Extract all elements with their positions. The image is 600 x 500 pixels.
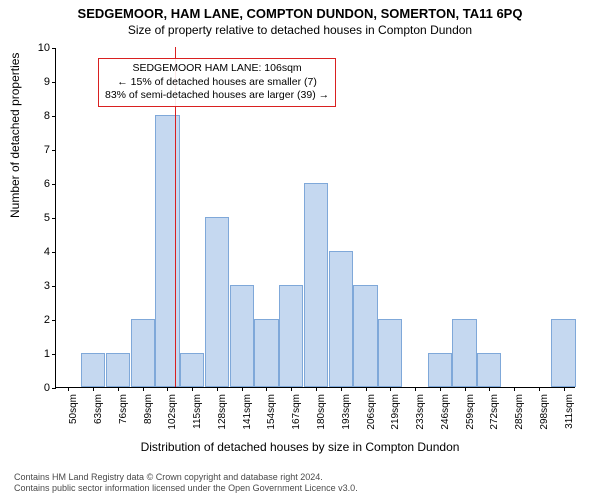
bar	[155, 115, 179, 387]
y-tick-label: 5	[26, 212, 50, 224]
chart-subtitle: Size of property relative to detached ho…	[0, 21, 600, 37]
y-tick-label: 6	[26, 178, 50, 190]
x-tick-label: 311sqm	[564, 394, 565, 429]
x-tick-label: 206sqm	[366, 394, 367, 430]
y-tick-mark	[52, 354, 56, 355]
y-tick-label: 9	[26, 76, 50, 88]
y-tick-mark	[52, 48, 56, 49]
y-tick-label: 0	[26, 382, 50, 394]
x-tick-mark	[93, 387, 94, 391]
x-tick-label: 246sqm	[440, 394, 441, 430]
x-tick-label: 180sqm	[316, 394, 317, 430]
bar	[452, 319, 476, 387]
x-tick-label: 76sqm	[118, 394, 119, 424]
chart-title: SEDGEMOOR, HAM LANE, COMPTON DUNDON, SOM…	[0, 0, 600, 21]
y-tick-mark	[52, 150, 56, 151]
x-tick-label: 285sqm	[514, 394, 515, 430]
x-tick-label: 50sqm	[68, 394, 69, 424]
annotation-box: SEDGEMOOR HAM LANE: 106sqm← 15% of detac…	[98, 58, 336, 107]
y-axis-label: Number of detached properties	[8, 53, 22, 218]
x-tick-label: 219sqm	[390, 394, 391, 430]
x-tick-label: 115sqm	[192, 394, 193, 429]
x-tick-label: 102sqm	[167, 394, 168, 430]
y-tick-mark	[52, 116, 56, 117]
footer-attribution: Contains HM Land Registry data © Crown c…	[14, 472, 358, 495]
x-tick-mark	[465, 387, 466, 391]
bar	[81, 353, 105, 387]
bar	[551, 319, 575, 387]
x-tick-mark	[514, 387, 515, 391]
y-tick-label: 10	[26, 42, 50, 54]
x-tick-mark	[143, 387, 144, 391]
x-tick-mark	[118, 387, 119, 391]
bar	[329, 251, 353, 387]
annotation-line2: ← 15% of detached houses are smaller (7)	[105, 76, 329, 90]
x-tick-label: 233sqm	[415, 394, 416, 430]
footer-line1: Contains HM Land Registry data © Crown c…	[14, 472, 358, 483]
x-tick-label: 272sqm	[489, 394, 490, 430]
bar	[106, 353, 130, 387]
x-tick-label: 193sqm	[341, 394, 342, 430]
bar	[304, 183, 328, 387]
x-tick-mark	[242, 387, 243, 391]
bar	[205, 217, 229, 387]
x-tick-mark	[217, 387, 218, 391]
y-tick-mark	[52, 388, 56, 389]
x-tick-label: 89sqm	[143, 394, 144, 424]
y-tick-mark	[52, 184, 56, 185]
chart-area: 01234567891050sqm63sqm76sqm89sqm102sqm11…	[55, 48, 575, 388]
bar	[230, 285, 254, 387]
x-tick-mark	[539, 387, 540, 391]
bar	[353, 285, 377, 387]
bar	[131, 319, 155, 387]
x-tick-mark	[291, 387, 292, 391]
x-tick-label: 154sqm	[266, 394, 267, 430]
x-tick-mark	[489, 387, 490, 391]
x-tick-mark	[192, 387, 193, 391]
plot-region: 01234567891050sqm63sqm76sqm89sqm102sqm11…	[55, 48, 575, 388]
y-tick-mark	[52, 320, 56, 321]
bar	[428, 353, 452, 387]
x-tick-label: 259sqm	[465, 394, 466, 430]
x-tick-mark	[316, 387, 317, 391]
x-tick-mark	[68, 387, 69, 391]
y-tick-label: 7	[26, 144, 50, 156]
bar	[180, 353, 204, 387]
y-tick-label: 4	[26, 246, 50, 258]
x-tick-mark	[390, 387, 391, 391]
y-tick-mark	[52, 286, 56, 287]
x-axis-label: Distribution of detached houses by size …	[0, 440, 600, 454]
y-tick-label: 2	[26, 314, 50, 326]
y-tick-mark	[52, 82, 56, 83]
y-tick-label: 8	[26, 110, 50, 122]
bar	[254, 319, 278, 387]
annotation-line1: SEDGEMOOR HAM LANE: 106sqm	[105, 62, 329, 76]
bar	[477, 353, 501, 387]
x-tick-mark	[341, 387, 342, 391]
x-tick-mark	[167, 387, 168, 391]
x-tick-label: 63sqm	[93, 394, 94, 424]
bar	[378, 319, 402, 387]
x-tick-mark	[415, 387, 416, 391]
annotation-line3: 83% of semi-detached houses are larger (…	[105, 89, 329, 103]
x-tick-mark	[440, 387, 441, 391]
y-tick-label: 1	[26, 348, 50, 360]
x-tick-label: 167sqm	[291, 394, 292, 430]
y-tick-mark	[52, 218, 56, 219]
y-tick-mark	[52, 252, 56, 253]
x-tick-mark	[564, 387, 565, 391]
x-tick-label: 128sqm	[217, 394, 218, 430]
x-tick-mark	[266, 387, 267, 391]
x-tick-label: 141sqm	[242, 394, 243, 430]
x-tick-label: 298sqm	[539, 394, 540, 430]
bar	[279, 285, 303, 387]
footer-line2: Contains public sector information licen…	[14, 483, 358, 494]
y-tick-label: 3	[26, 280, 50, 292]
x-tick-mark	[366, 387, 367, 391]
